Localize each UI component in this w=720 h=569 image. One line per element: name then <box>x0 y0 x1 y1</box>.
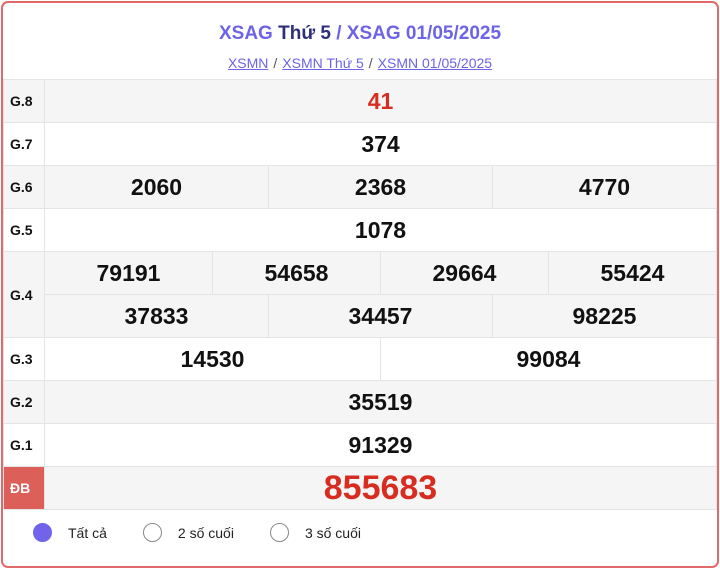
title-weekday: Thứ 5 <box>278 23 331 44</box>
filter-group: Tất cả 2 số cuối 3 số cuối <box>33 523 397 542</box>
title-sep: / <box>330 23 347 44</box>
prize-number: 37833 <box>124 302 189 329</box>
prize-number: 41 <box>367 87 394 114</box>
prize-row: G.2 35519 <box>3 380 717 424</box>
prize-row: G.4 79191 54658 29664 55424 <box>3 251 717 338</box>
prize-numbers: 855683 <box>44 466 717 510</box>
prize-label: G.7 <box>3 122 45 166</box>
breadcrumb: XSMN / XSMN Thứ 5/XSMN 01/05/2025 <box>3 55 717 71</box>
breadcrumb-xsmn-weekday[interactable]: XSMN Thứ 5 <box>282 55 364 71</box>
breadcrumb-xsmn-date[interactable]: XSMN 01/05/2025 <box>377 55 493 71</box>
results-table: G.8 41 G.7 374 G.6 2060 2368 4770 G.5 1078 G.4 7919… <box>3 79 717 510</box>
prize-label: G.1 <box>3 423 45 467</box>
prize-numbers: 35519 <box>44 380 717 424</box>
page-title: XSAG Thứ 5 / XSAG 01/05/2025 <box>3 23 717 45</box>
prize-numbers: 37833 34457 98225 <box>44 294 717 338</box>
prize-numbers: 2060 2368 4770 <box>44 165 717 209</box>
prize-label: G.8 <box>3 79 45 123</box>
prize-row: G.1 91329 <box>3 423 717 467</box>
prize-number: 34457 <box>268 295 492 337</box>
prize-row: G.7 374 <box>3 122 717 166</box>
filter-radio[interactable]: Tất cả <box>33 523 107 542</box>
prize-row: G.3 14530 99084 <box>3 337 717 381</box>
prize-number: 2060 <box>130 173 183 200</box>
radio-icon[interactable] <box>142 523 162 542</box>
prize-number: 14530 <box>180 345 245 372</box>
prize-numbers: 41 <box>44 79 717 123</box>
prize-number: 855683 <box>323 468 438 507</box>
prize-number: 54658 <box>212 252 380 294</box>
prize-number: 79191 <box>96 259 161 286</box>
prize-numbers: 14530 99084 <box>44 337 717 381</box>
prize-row: G.6 2060 2368 4770 <box>3 165 717 209</box>
prize-number: 35519 <box>348 388 413 415</box>
filter-label: Tất cả <box>68 524 107 541</box>
prize-label: G.6 <box>3 165 45 209</box>
prize-label: ĐB <box>3 466 45 510</box>
prize-row: G.8 41 <box>3 79 717 123</box>
prize-number: 4770 <box>492 166 716 208</box>
prize-numbers: 79191 54658 29664 55424 <box>44 251 717 295</box>
sep: / <box>368 55 373 71</box>
radio-icon[interactable] <box>33 523 52 542</box>
filter-radio[interactable]: 2 số cuối <box>142 523 234 542</box>
prize-row: G.5 1078 <box>3 208 717 252</box>
filter-radio[interactable]: 3 số cuối <box>269 523 361 542</box>
prize-label: G.4 <box>3 251 45 338</box>
prize-numbers: 1078 <box>44 208 717 252</box>
prize-number: 29664 <box>380 252 548 294</box>
prize-number: 99084 <box>380 338 716 380</box>
title-link-xsag[interactable]: XSAG <box>218 23 273 44</box>
breadcrumb-xsmn[interactable]: XSMN <box>227 55 269 71</box>
prize-number: 374 <box>361 130 400 157</box>
prize-number: 91329 <box>348 431 413 458</box>
prize-row: ĐB 855683 <box>3 466 717 510</box>
filter-label: 2 số cuối <box>177 524 234 541</box>
prize-numbers: 91329 <box>44 423 717 467</box>
prize-number: 1078 <box>354 216 407 243</box>
prize-number: 55424 <box>548 252 716 294</box>
title-link-date[interactable]: XSAG 01/05/2025 <box>346 23 502 44</box>
filter-label: 3 số cuối <box>304 524 361 541</box>
prize-label: G.3 <box>3 337 45 381</box>
prize-number: 2368 <box>268 166 492 208</box>
prize-numbers: 374 <box>44 122 717 166</box>
radio-icon[interactable] <box>269 523 289 542</box>
prize-label: G.2 <box>3 380 45 424</box>
prize-row: 37833 34457 98225 <box>4 294 717 338</box>
sep: / <box>273 55 278 71</box>
prize-label: G.5 <box>3 208 45 252</box>
prize-number: 98225 <box>492 295 716 337</box>
